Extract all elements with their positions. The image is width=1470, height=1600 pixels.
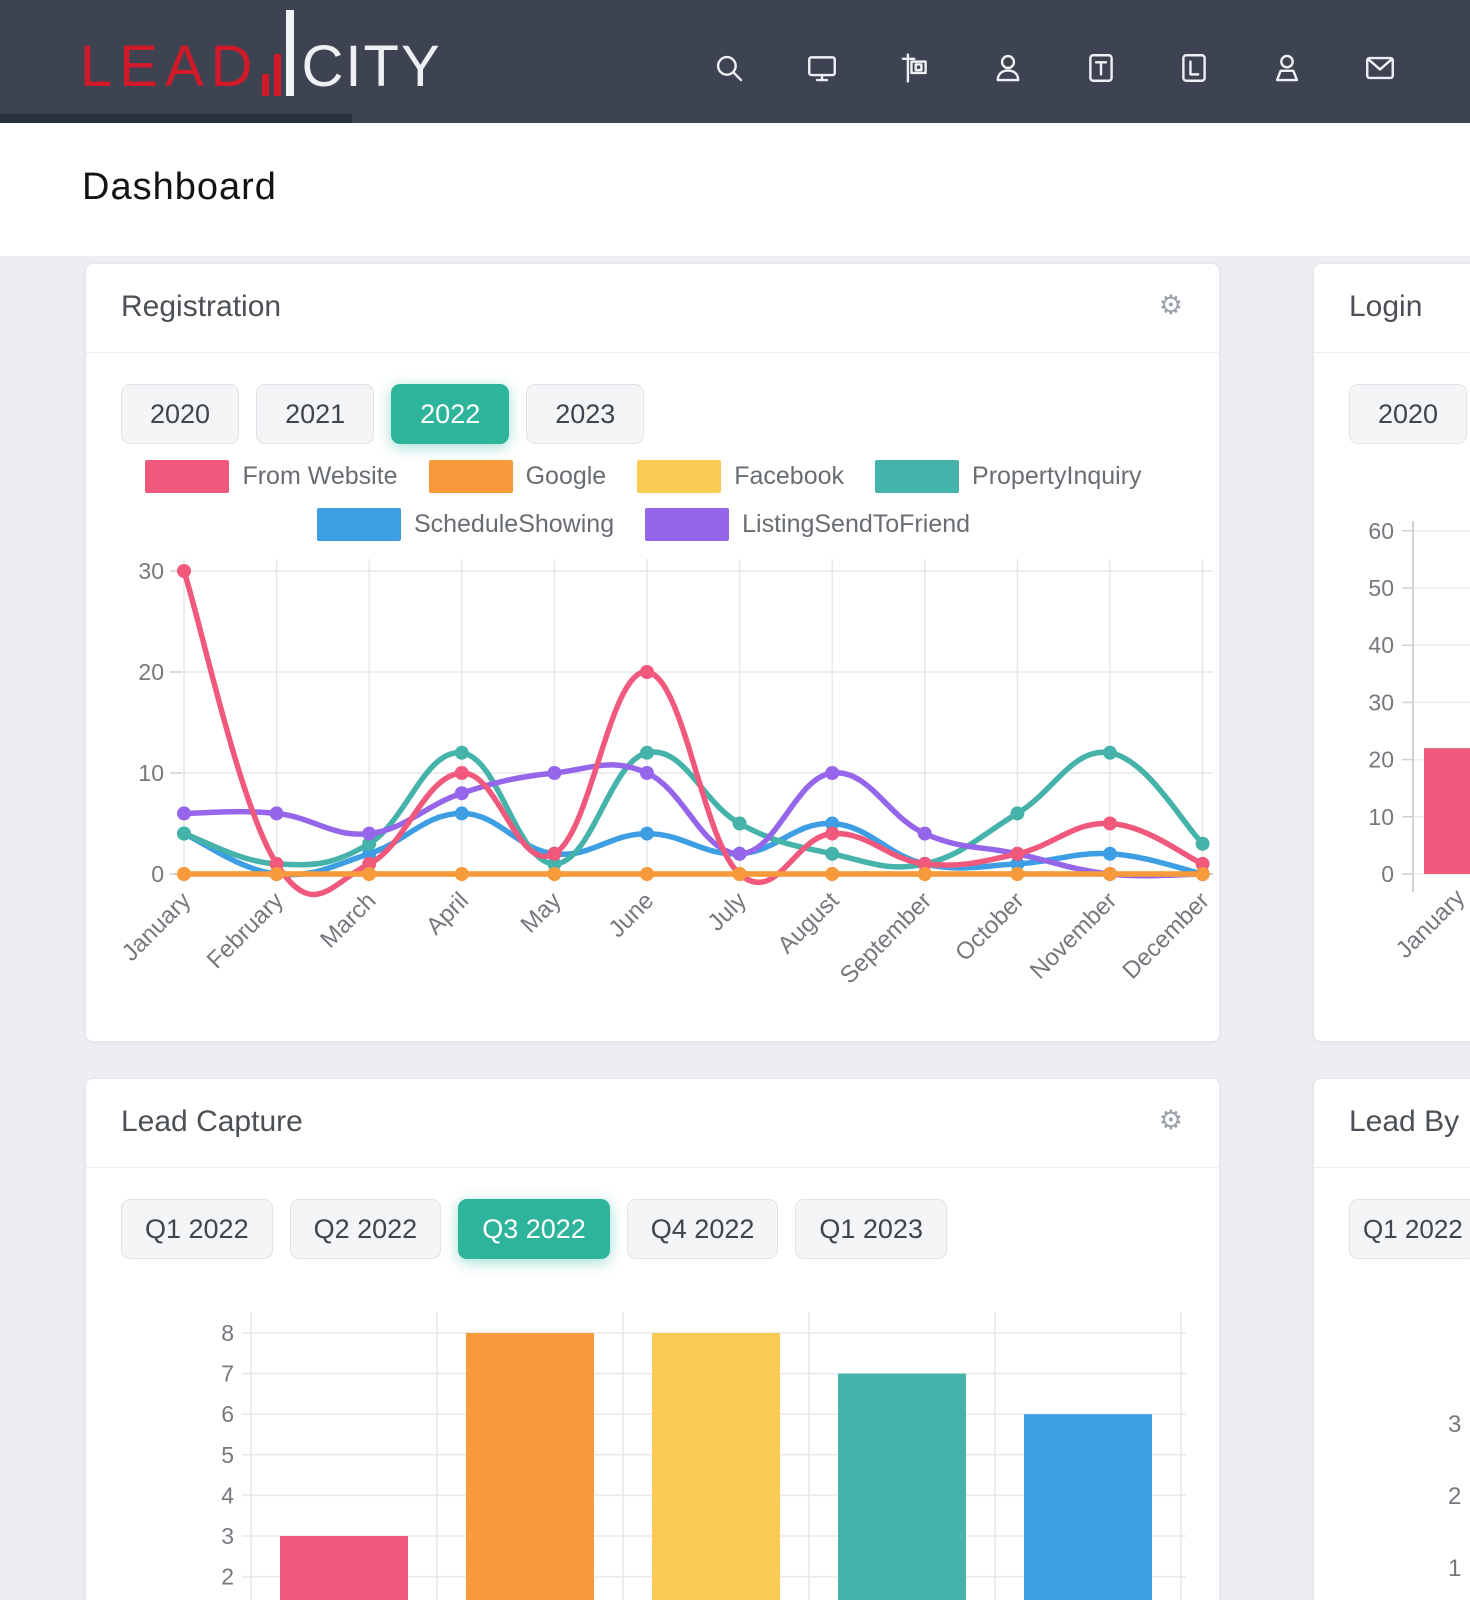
tab-q1-2022[interactable]: Q1 2022 <box>1349 1199 1470 1259</box>
lead-capture-bar-chart: 8 7 6 5 4 3 2 <box>86 1294 1221 1600</box>
svg-text:30: 30 <box>1368 689 1394 715</box>
mail-icon[interactable] <box>1361 47 1399 89</box>
tab-q4-2022[interactable]: Q4 2022 <box>626 1199 779 1259</box>
lead-by-card-title: Lead By <box>1349 1105 1460 1138</box>
legend-chip-0[interactable] <box>145 460 230 493</box>
legend-label: Google <box>525 462 607 490</box>
svg-text:20: 20 <box>1368 747 1394 773</box>
svg-text:December: December <box>1117 887 1214 984</box>
svg-text:October: October <box>950 887 1029 966</box>
l-box-icon[interactable] <box>1175 47 1213 89</box>
user-alt-icon[interactable] <box>1268 47 1306 89</box>
navbar-accent-strip <box>0 114 352 123</box>
legend-chip-1[interactable] <box>428 460 513 493</box>
registration-card-title: Registration <box>121 290 282 323</box>
gear-icon[interactable]: ⚙ <box>1158 290 1183 320</box>
legend-label: Facebook <box>734 462 845 490</box>
svg-text:60: 60 <box>1368 518 1394 544</box>
svg-text:0: 0 <box>1381 861 1394 887</box>
legend-label: PropertyInquiry <box>972 462 1142 490</box>
tab-2020[interactable]: 2020 <box>121 384 240 444</box>
lead-capture-card-title: Lead Capture <box>121 1105 303 1138</box>
t-box-icon[interactable] <box>1082 47 1120 89</box>
svg-text:4: 4 <box>221 1482 234 1508</box>
svg-text:June: June <box>603 887 659 943</box>
logo-bars-icon <box>261 10 294 96</box>
svg-text:30: 30 <box>138 558 164 584</box>
svg-text:May: May <box>515 887 566 938</box>
legend-label: ScheduleShowing <box>413 510 615 538</box>
page-title: Dashboard <box>82 166 277 208</box>
top-navbar: LEAD CITY <box>0 0 1470 123</box>
gear-icon[interactable]: ⚙ <box>1158 1105 1183 1135</box>
card-divider <box>86 352 1219 353</box>
svg-text:2: 2 <box>221 1564 234 1590</box>
card-divider <box>1314 1167 1470 1168</box>
lead-by-axis-label: 3 <box>1448 1411 1462 1438</box>
svg-text:January: January <box>1391 884 1470 963</box>
search-icon[interactable] <box>710 47 748 89</box>
tab-q3-2022[interactable]: Q3 2022 <box>458 1199 610 1259</box>
svg-text:6: 6 <box>221 1401 234 1427</box>
tab-q1-2023[interactable]: Q1 2023 <box>795 1199 947 1259</box>
legend-label: ListingSendToFriend <box>742 510 971 538</box>
tab-2022[interactable]: 2022 <box>391 384 510 444</box>
tab-q2-2022[interactable]: Q2 2022 <box>289 1199 442 1259</box>
svg-text:November: November <box>1025 887 1122 984</box>
legend-chip-3[interactable] <box>875 460 960 493</box>
tab-2020[interactable]: 2020 <box>1349 384 1468 444</box>
registration-card: Registration ⚙ 2020 2021 2022 2023 From Web… <box>85 263 1220 1042</box>
logo-city-text: CITY <box>301 34 442 99</box>
logo-lead-text: LEAD <box>80 34 260 99</box>
legend-chip-2[interactable] <box>637 460 722 493</box>
lead-capture-quarter-tabs: Q1 2022 Q2 2022 Q3 2022 Q4 2022 Q1 2023 <box>121 1199 947 1259</box>
card-divider <box>1314 352 1470 353</box>
lead-by-card: Lead By Q1 2022 3 2 1 <box>1313 1078 1470 1600</box>
svg-text:0: 0 <box>151 861 164 887</box>
login-bar-chart: 0 10 20 30 40 50 60 January <box>1314 509 1470 1009</box>
svg-text:20: 20 <box>138 659 164 685</box>
legend-label: From Website <box>242 462 398 490</box>
svg-text:April: April <box>421 887 474 940</box>
monitor-icon[interactable] <box>803 47 841 89</box>
login-year-tabs: 2020 <box>1349 384 1470 444</box>
lead-by-axis-label: 1 <box>1448 1555 1462 1582</box>
svg-text:8: 8 <box>221 1320 234 1346</box>
svg-text:August: August <box>773 887 845 959</box>
svg-text:February: February <box>202 887 289 974</box>
card-divider <box>86 1167 1219 1168</box>
tab-2023[interactable]: 2023 <box>526 384 645 444</box>
svg-text:10: 10 <box>138 760 164 786</box>
svg-text:40: 40 <box>1368 632 1394 658</box>
login-card: Login 2020 0 10 20 30 40 50 60 January <box>1313 263 1470 1042</box>
svg-text:5: 5 <box>221 1442 234 1468</box>
registration-chart-legend: From Website Google Facebook PropertyInquir… <box>86 460 1219 556</box>
lead-by-axis-label: 2 <box>1448 1483 1462 1510</box>
svg-text:7: 7 <box>221 1361 234 1387</box>
registration-line-chart: 0 10 20 30 January February March April May June J… <box>86 549 1221 1009</box>
tab-q1-2022[interactable]: Q1 2022 <box>121 1199 273 1259</box>
registration-year-tabs: 2020 2021 2022 2023 <box>121 384 645 444</box>
svg-text:50: 50 <box>1368 575 1394 601</box>
login-card-title: Login <box>1349 290 1423 323</box>
legend-chip-5[interactable] <box>645 508 730 541</box>
svg-text:3: 3 <box>221 1523 234 1549</box>
lead-capture-card: Lead Capture ⚙ Q1 2022 Q2 2022 Q3 2022 Q4 2… <box>85 1078 1220 1600</box>
lead-by-quarter-tabs: Q1 2022 <box>1349 1199 1470 1259</box>
tab-2021[interactable]: 2021 <box>256 384 375 444</box>
legend-chip-4[interactable] <box>316 508 401 541</box>
svg-text:10: 10 <box>1368 804 1394 830</box>
svg-text:March: March <box>315 887 381 953</box>
navbar-icon-menu <box>710 47 1399 89</box>
svg-text:January: January <box>117 887 196 966</box>
svg-text:September: September <box>835 887 937 989</box>
leadcity-logo[interactable]: LEAD CITY <box>80 10 442 102</box>
svg-text:July: July <box>703 887 752 936</box>
user-icon[interactable] <box>989 47 1027 89</box>
page-header: Dashboard <box>0 123 1470 256</box>
property-sign-icon[interactable] <box>896 47 934 89</box>
